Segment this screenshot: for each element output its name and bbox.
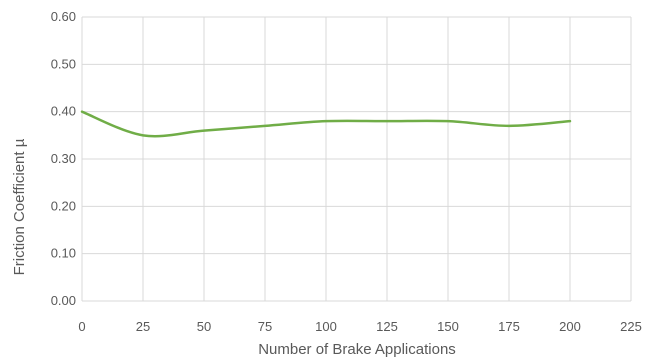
x-tick-label: 75 bbox=[258, 319, 272, 334]
x-tick-label: 175 bbox=[498, 319, 520, 334]
x-tick-label: 25 bbox=[136, 319, 150, 334]
y-tick-label: 0.20 bbox=[51, 198, 76, 213]
series-layer bbox=[80, 110, 572, 138]
y-tick-label: 0.10 bbox=[51, 246, 76, 261]
y-axis-label: Friction Coefficient µ bbox=[11, 138, 28, 275]
y-tick-label: 0.40 bbox=[51, 104, 76, 119]
x-tick-label: 200 bbox=[559, 319, 581, 334]
tick-labels: 0 25 50 75 100 125 150 175 200 225 0.00 0.10 0.20 0.3… bbox=[51, 9, 642, 334]
y-tick-label: 0.50 bbox=[51, 56, 76, 71]
x-tick-label: 150 bbox=[437, 319, 459, 334]
series-line bbox=[80, 110, 572, 138]
x-tick-label: 0 bbox=[78, 319, 85, 334]
grid bbox=[81, 16, 632, 302]
x-tick-label: 225 bbox=[620, 319, 642, 334]
x-tick-label: 125 bbox=[376, 319, 398, 334]
x-tick-label: 50 bbox=[197, 319, 211, 334]
x-tick-label: 100 bbox=[315, 319, 337, 334]
y-tick-label: 0.60 bbox=[51, 9, 76, 24]
y-tick-label: 0.30 bbox=[51, 151, 76, 166]
x-axis-label: Number of Brake Applications bbox=[258, 341, 456, 358]
y-tick-label: 0.00 bbox=[51, 293, 76, 308]
